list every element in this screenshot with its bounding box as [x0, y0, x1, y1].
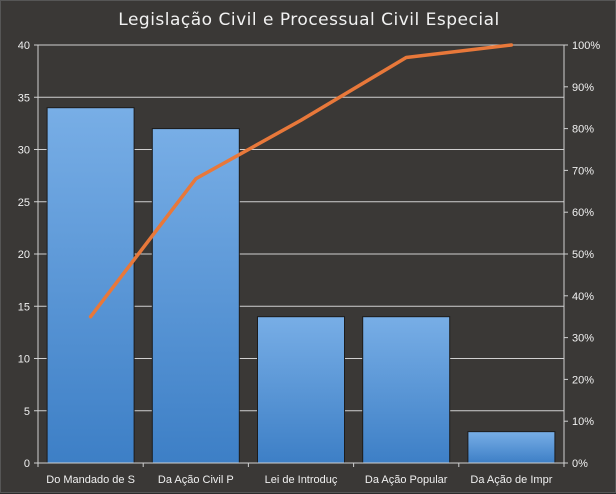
left-axis-tick-label: 15 [18, 301, 30, 313]
cumulative-line-series [88, 43, 514, 319]
x-axis-tick-label: Do Mandado de S [46, 474, 135, 486]
axes [34, 44, 568, 467]
right-axis-tick-label: 10% [572, 416, 594, 428]
right-axis-tick-label: 70% [572, 165, 594, 177]
line-point [89, 315, 93, 319]
right-axis-tick-labels: 0% 10% 20% 30% 40% 50% 60% 70% 80% 90% 100% [572, 40, 600, 470]
left-axis-tick-labels: 0 5 10 15 20 25 30 35 40 [18, 40, 30, 470]
left-axis-tick-label: 35 [18, 92, 30, 104]
bar [46, 107, 135, 464]
bar [362, 316, 451, 464]
left-axis-tick-label: 20 [18, 249, 30, 261]
x-axis-tick-labels: Do Mandado de S Da Ação Civil P Lei de Int… [46, 474, 552, 486]
line-point [299, 118, 303, 122]
left-axis-tick-label: 10 [18, 354, 30, 366]
bar-series [46, 107, 556, 464]
left-axis-tick-label: 30 [18, 145, 30, 157]
bar [467, 431, 556, 464]
line-point [509, 43, 513, 47]
right-axis-tick-label: 50% [572, 249, 594, 261]
bar [151, 128, 240, 464]
line-point [194, 177, 198, 181]
left-axis-tick-label: 0 [24, 458, 30, 470]
chart-title: Legislação Civil e Processual Civil Espe… [118, 10, 499, 30]
bar [257, 316, 345, 464]
x-axis-tick-label: Da Ação de Impr [470, 474, 552, 486]
left-axis-tick-label: 5 [24, 406, 30, 418]
x-axis-tick-label: Da Ação Popular [365, 474, 448, 486]
left-axis-tick-label: 40 [18, 40, 30, 52]
x-axis-tick-label: Da Ação Civil P [158, 474, 234, 486]
right-axis-tick-label: 60% [572, 207, 594, 219]
x-axis-tick-label: Lei de Introduç [265, 474, 338, 486]
right-axis-tick-label: 100% [572, 40, 600, 52]
right-axis-tick-label: 90% [572, 82, 594, 94]
line-point [404, 56, 408, 60]
right-axis-tick-label: 40% [572, 291, 594, 303]
right-axis-tick-label: 30% [572, 333, 594, 345]
right-axis-tick-label: 0% [572, 458, 588, 470]
left-axis-tick-label: 25 [18, 197, 30, 209]
right-axis-tick-label: 20% [572, 374, 594, 386]
right-axis-tick-label: 80% [572, 124, 594, 136]
